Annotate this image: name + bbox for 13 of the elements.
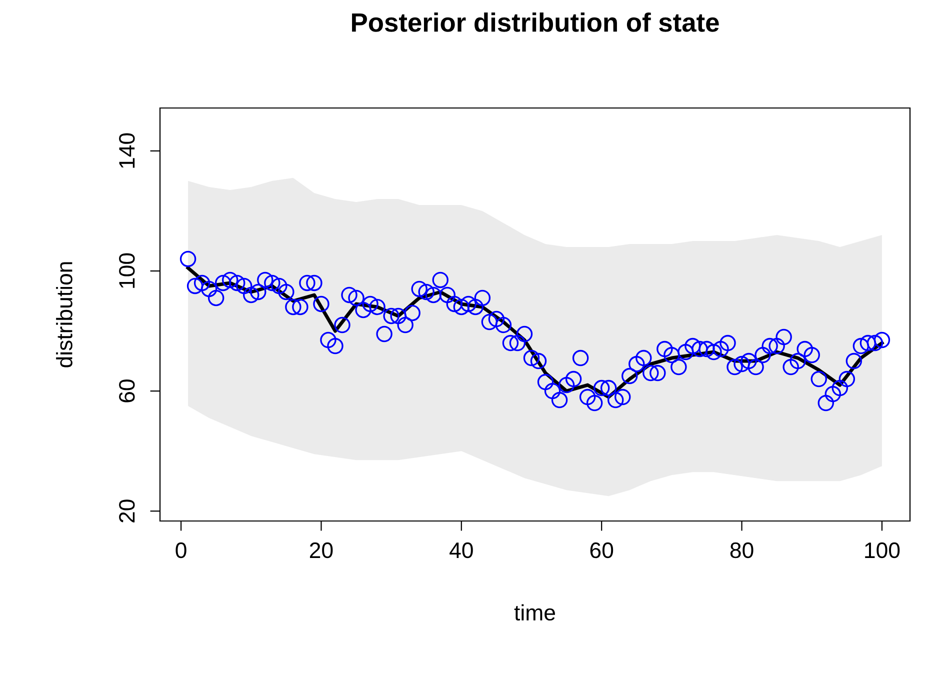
y-tick-label: 100 — [119, 253, 135, 288]
x-tick-label: 100 — [865, 542, 900, 558]
y-tick-label: 20 — [119, 500, 135, 522]
x-tick-label: 60 — [590, 542, 614, 558]
y-axis-title: distribution — [56, 262, 72, 368]
x-tick-label: 40 — [450, 542, 473, 558]
y-tick-label: 60 — [119, 380, 135, 402]
x-tick-label: 0 — [176, 542, 186, 558]
x-tick-label: 20 — [310, 542, 333, 558]
x-tick-label: 80 — [730, 542, 754, 558]
x-axis-title: time — [514, 604, 556, 621]
y-tick-label: 140 — [119, 133, 135, 168]
chart-title: Posterior distribution of state — [352, 12, 719, 32]
